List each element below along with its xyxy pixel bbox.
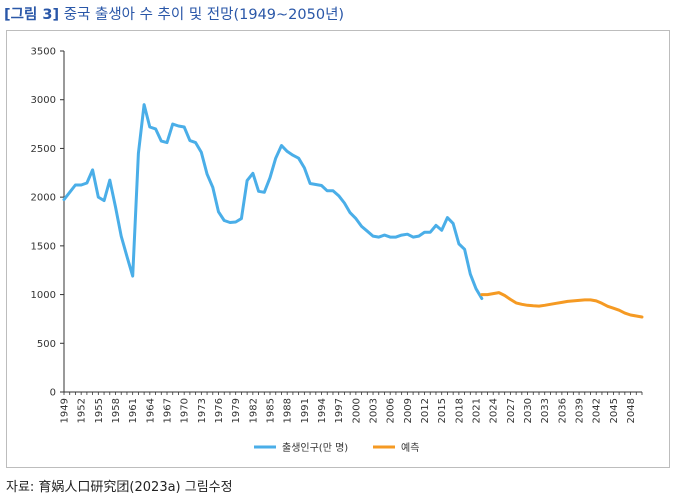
x-tick-label: 2000: [351, 398, 362, 423]
x-tick-label: 2045: [609, 398, 620, 423]
x-tick-label: 1985: [266, 398, 277, 423]
x-tick-label: 2012: [420, 398, 431, 423]
x-tick-label: 2027: [506, 398, 517, 423]
y-tick-label: 2500: [31, 144, 56, 155]
source-note: 자료: 育娲人口研究团(2023a) 그림수정: [6, 480, 233, 495]
x-tick-label: 2018: [454, 398, 465, 423]
x-tick-label: 1952: [77, 398, 88, 423]
y-tick-label: 3500: [31, 47, 56, 58]
figure-tag: [그림 3]: [4, 7, 60, 23]
x-tick-label: 1991: [300, 398, 311, 423]
x-tick-label: 1982: [248, 398, 259, 423]
x-tick-label: 2030: [523, 398, 534, 423]
x-tick-label: 1997: [334, 398, 345, 423]
x-tick-label: 2009: [403, 398, 414, 423]
x-tick-label: 2048: [626, 398, 637, 423]
x-tick-label: 1988: [283, 398, 294, 423]
x-tick-label: 1955: [94, 398, 105, 423]
x-tick-label: 1964: [145, 398, 156, 423]
x-tick-label: 1994: [317, 398, 328, 423]
y-tick-label: 500: [37, 339, 56, 350]
y-tick-label: 2000: [31, 193, 56, 204]
x-tick-label: 2021: [472, 398, 483, 423]
y-tick-label: 3000: [31, 95, 56, 106]
x-tick-label: 2036: [557, 398, 568, 423]
x-tick-label: 2039: [575, 398, 586, 423]
chart-frame: [6, 30, 670, 468]
figure-title-text: 중국 출생아 수 추이 및 전망(1949~2050년): [63, 7, 345, 23]
x-tick-label: 1973: [197, 398, 208, 423]
x-tick-label: 1976: [214, 398, 225, 423]
x-tick-label: 2003: [369, 398, 380, 423]
x-tick-label: 2042: [592, 398, 603, 423]
x-tick-label: 1961: [128, 398, 139, 423]
x-tick-label: 1967: [163, 398, 174, 423]
y-tick-label: 0: [50, 388, 56, 399]
x-tick-label: 1949: [60, 398, 71, 423]
x-tick-label: 1958: [111, 398, 122, 423]
legend-label: 예측: [401, 442, 419, 454]
x-tick-label: 2015: [437, 398, 448, 423]
x-tick-label: 1979: [231, 398, 242, 423]
x-tick-label: 2033: [540, 398, 551, 423]
y-tick-label: 1000: [31, 290, 56, 301]
series-line-actual: [62, 103, 484, 300]
legend-label: 출생인구(만 명): [282, 442, 348, 454]
y-tick-label: 1500: [31, 241, 56, 252]
x-tick-label: 2024: [489, 398, 500, 423]
series-line-forecast: [480, 291, 644, 319]
x-tick-label: 1970: [180, 398, 191, 423]
x-tick-label: 2006: [386, 398, 397, 423]
figure-title: [그림 3] 중국 출생아 수 추이 및 전망(1949~2050년): [4, 3, 344, 24]
